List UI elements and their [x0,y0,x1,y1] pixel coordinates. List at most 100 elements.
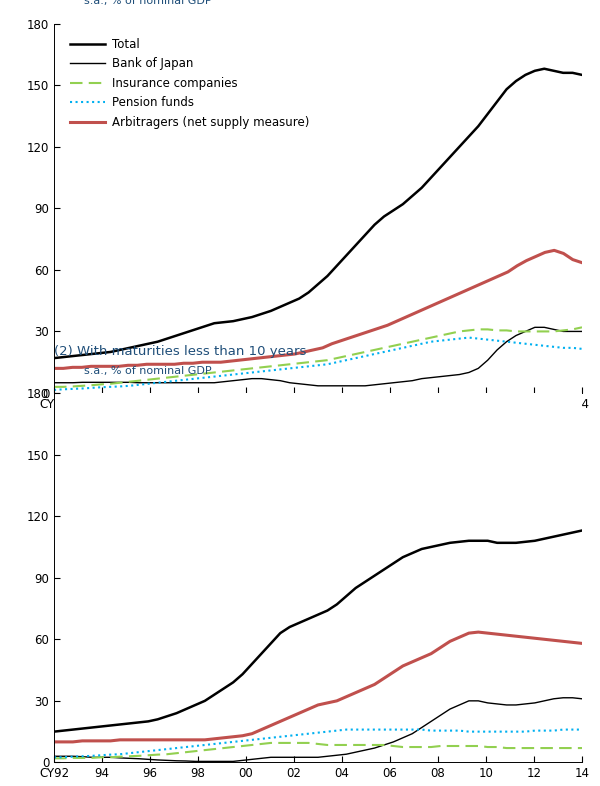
Insurance companies [286,738,293,747]
Total [79,724,86,733]
Arbitragers (net supply measure) [418,653,425,663]
Arbitragers (net supply measure) [69,737,76,747]
Total [192,325,199,334]
Insurance companies [192,369,199,379]
Bank of Japan [428,717,435,726]
Line: Insurance companies: Insurance companies [54,327,582,387]
Insurance companies [578,744,586,753]
Pension funds [578,725,586,734]
Bank of Japan [50,751,58,761]
Pension funds [79,751,86,761]
Arbitragers (net supply measure) [495,271,502,281]
Bank of Japan [418,723,425,733]
Total [277,302,284,311]
Bank of Japan [531,322,538,332]
Pension funds [418,339,425,348]
Arbitragers (net supply measure) [560,248,567,258]
Insurance companies [267,738,274,747]
Bank of Japan [286,752,293,762]
Insurance companies [79,381,86,391]
Arbitragers (net supply measure) [171,359,178,369]
Arbitragers (net supply measure) [192,735,199,744]
Arbitragers (net supply measure) [578,639,586,648]
Insurance companies [69,753,76,762]
Bank of Japan [578,327,586,336]
Total [409,191,416,200]
Line: Pension funds: Pension funds [54,338,582,390]
Pension funds [277,732,284,741]
Bank of Japan [79,752,86,762]
Pension funds [192,741,199,751]
Legend: Total, Bank of Japan, Insurance companies, Pension funds, Arbitragers (net suppl: Total, Bank of Japan, Insurance companie… [65,33,314,134]
Total [578,526,586,535]
Line: Total: Total [54,531,582,732]
Total [277,629,284,638]
Pension funds [50,385,58,395]
Pension funds [428,726,435,736]
Arbitragers (net supply measure) [50,737,58,747]
Bank of Japan [277,376,284,385]
Text: s.a., % of nominal GDP: s.a., % of nominal GDP [84,365,212,376]
Text: s.a., % of nominal GDP: s.a., % of nominal GDP [84,0,212,6]
Total [578,70,586,79]
Arbitragers (net supply measure) [475,627,482,637]
Pension funds [418,725,425,734]
Arbitragers (net supply measure) [439,296,446,305]
Bank of Japan [560,693,567,703]
Line: Arbitragers (net supply measure): Arbitragers (net supply measure) [54,632,582,742]
Insurance companies [418,742,425,751]
Line: Pension funds: Pension funds [54,729,582,757]
Bank of Japan [50,378,58,387]
Bank of Japan [79,377,86,387]
Pension funds [409,341,416,351]
Insurance companies [192,747,199,756]
Arbitragers (net supply measure) [409,657,416,667]
Insurance companies [277,361,284,370]
Insurance companies [578,322,586,332]
Insurance companies [50,382,58,391]
Total [541,64,548,73]
Total [192,700,199,710]
Line: Bank of Japan: Bank of Japan [54,327,582,386]
Total [418,544,425,553]
Pension funds [578,344,586,354]
Line: Insurance companies: Insurance companies [54,743,582,758]
Arbitragers (net supply measure) [551,246,558,255]
Total [50,354,58,363]
Insurance companies [79,753,86,762]
Bank of Japan [192,757,199,766]
Arbitragers (net supply measure) [578,258,586,267]
Pension funds [465,333,472,343]
Insurance companies [409,337,416,347]
Insurance companies [418,335,425,344]
Pension funds [69,384,76,394]
Bank of Japan [192,378,199,387]
Bank of Japan [69,751,76,761]
Total [50,727,58,736]
Bank of Japan [201,757,208,766]
Pension funds [79,384,86,393]
Arbitragers (net supply measure) [79,736,86,746]
Pension funds [343,725,350,734]
Bank of Japan [418,374,425,384]
Line: Bank of Japan: Bank of Japan [54,698,582,762]
Arbitragers (net supply measure) [50,364,58,373]
Bank of Japan [578,694,586,703]
Total [409,549,416,558]
Pension funds [192,374,199,384]
Pension funds [50,752,58,762]
Arbitragers (net supply measure) [180,358,187,368]
Arbitragers (net supply measure) [403,312,410,321]
Bank of Japan [69,378,76,387]
Line: Arbitragers (net supply measure): Arbitragers (net supply measure) [54,251,582,369]
Bank of Japan [314,381,322,391]
Line: Total: Total [54,68,582,358]
Insurance companies [69,382,76,391]
Total [79,351,86,360]
Insurance companies [50,754,58,763]
Pension funds [69,752,76,762]
Text: (2) With maturities less than 10 years: (2) With maturities less than 10 years [54,344,307,358]
Pension funds [277,365,284,374]
Total [69,351,76,361]
Arbitragers (net supply measure) [277,717,284,726]
